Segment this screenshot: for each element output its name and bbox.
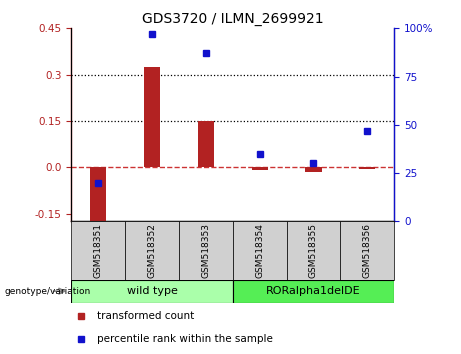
Bar [144,67,160,167]
Title: GDS3720 / ILMN_2699921: GDS3720 / ILMN_2699921 [142,12,324,26]
Text: GSM518355: GSM518355 [309,223,318,278]
Text: percentile rank within the sample: percentile rank within the sample [97,333,273,344]
Text: GSM518352: GSM518352 [148,223,157,278]
Text: transformed count: transformed count [97,310,195,321]
Bar [179,221,233,280]
Text: GSM518354: GSM518354 [255,223,264,278]
Bar [305,167,321,172]
Text: genotype/variation: genotype/variation [5,287,91,296]
Bar [340,221,394,280]
Text: GSM518353: GSM518353 [201,223,210,278]
Text: GSM518356: GSM518356 [363,223,372,278]
Bar [71,221,125,280]
Text: GSM518351: GSM518351 [94,223,103,278]
Bar [233,221,287,280]
Text: wild type: wild type [127,286,177,296]
Bar [198,121,214,167]
Bar [125,221,179,280]
Text: RORalpha1delDE: RORalpha1delDE [266,286,361,296]
Bar [233,280,394,303]
Bar [359,167,375,169]
Bar [252,167,268,170]
Bar [90,167,106,221]
Bar [287,221,340,280]
Bar [71,280,233,303]
